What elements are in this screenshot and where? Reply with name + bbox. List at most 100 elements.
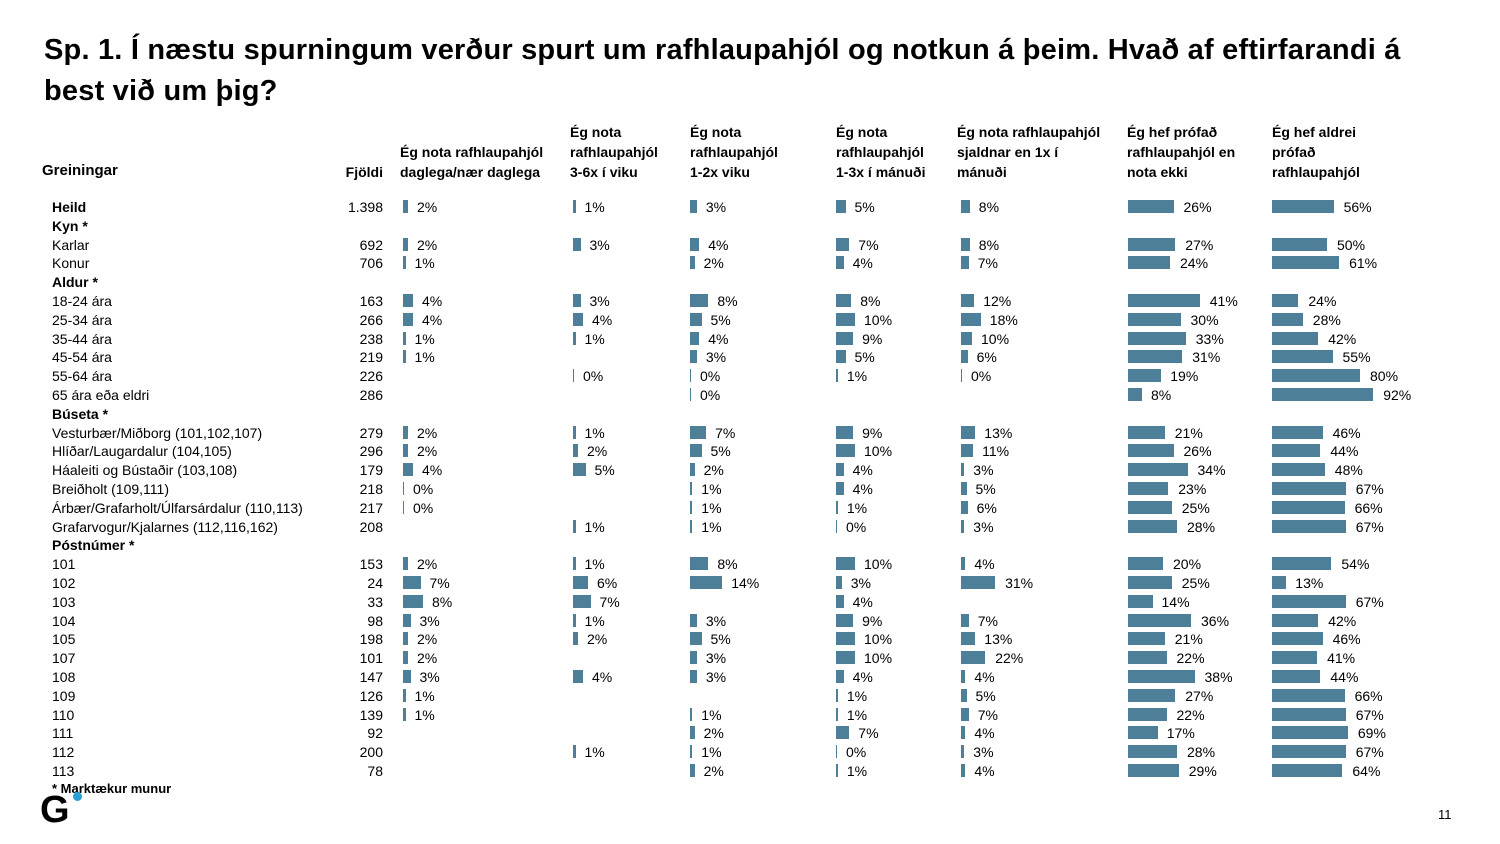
bar (961, 688, 967, 702)
data-label: 2% (417, 443, 438, 460)
table-row: 103 33 8% 7% 4% 14% 67% (0, 593, 1500, 612)
table-row: 18-24 ára 163 4% 3% 8% 8% 12% 41% 24% (0, 292, 1500, 311)
data-label: 7% (599, 593, 620, 610)
table-row: Háaleiti og Bústaðir (103,108) 179 4% 5% 2% 4… (0, 461, 1500, 480)
bar (573, 369, 574, 383)
data-label: 2% (703, 763, 724, 779)
data-label: 30% (1190, 311, 1219, 328)
data-label: 46% (1332, 631, 1361, 648)
bar (573, 425, 576, 439)
bar (403, 200, 408, 213)
data-label: 33% (1195, 330, 1224, 347)
table-row: 111 92 2% 7% 4% 17% 69% (0, 724, 1500, 743)
data-label: 10% (864, 556, 893, 573)
data-label: 8% (432, 593, 453, 610)
data-label: 11% (982, 443, 1010, 460)
data-label: 2% (417, 631, 438, 648)
bar (961, 200, 970, 213)
bar (1128, 444, 1174, 458)
row-count: 296 (359, 443, 383, 460)
data-label: 5% (854, 349, 875, 366)
bar (690, 482, 693, 495)
data-label: 25% (1181, 499, 1210, 516)
data-label: 13% (984, 631, 1013, 648)
column-header-5: Ég nota rafhlaupahjól sjaldnar en 1x í m… (957, 124, 1101, 180)
bar (1128, 764, 1179, 777)
data-label: 2% (417, 236, 438, 253)
data-label: 2% (703, 255, 724, 272)
bar (403, 294, 413, 307)
row-label: 18-24 ára (52, 293, 112, 309)
data-label: 4% (592, 311, 613, 328)
bar (836, 519, 837, 533)
data-label: 27% (1185, 687, 1214, 704)
bar (403, 576, 421, 589)
bar (403, 557, 408, 571)
data-label: 1% (414, 706, 435, 723)
footnote: * Marktækur munur (52, 781, 172, 796)
bar (1272, 200, 1334, 213)
bar (573, 632, 578, 646)
row-count: 226 (359, 368, 383, 385)
bar (836, 294, 852, 307)
bar (1128, 651, 1167, 665)
data-label: 7% (977, 706, 998, 723)
bar (836, 331, 854, 345)
data-label: 5% (710, 443, 731, 460)
table-row: Konur 706 1% 2% 4% 7% 24% 61% (0, 254, 1500, 273)
row-label: Póstnúmer * (52, 537, 135, 554)
data-label: 5% (975, 687, 996, 704)
bar (961, 519, 965, 533)
bar (961, 444, 974, 458)
data-label: 7% (429, 575, 450, 591)
bar (1128, 500, 1172, 514)
table-row: Hlíðar/Laugardalur (104,105) 296 2% 2% 5% 10%… (0, 442, 1500, 461)
bar (573, 331, 576, 345)
row-count: 33 (367, 593, 383, 610)
bar (1272, 331, 1319, 345)
data-label: 92% (1383, 387, 1412, 403)
row-label: 103 (52, 593, 76, 610)
data-label: 1% (584, 744, 605, 761)
row-count: 78 (367, 763, 383, 779)
data-label: 2% (703, 725, 724, 742)
bar (690, 294, 709, 307)
bar (690, 632, 702, 646)
group-header-row: Póstnúmer * (0, 536, 1500, 555)
bar (690, 745, 693, 759)
data-label: 22% (995, 650, 1024, 667)
data-label: 9% (862, 330, 883, 347)
data-label: 5% (975, 481, 996, 497)
data-label: 7% (977, 255, 998, 272)
bar (690, 237, 700, 251)
bar (573, 613, 576, 627)
row-label: 105 (52, 631, 76, 648)
row-count: 139 (359, 706, 383, 723)
data-label: 56% (1343, 199, 1372, 215)
bar (1272, 444, 1321, 458)
data-label: 22% (1176, 706, 1205, 723)
bar (1272, 632, 1323, 646)
table-row: 112 200 1% 1% 0% 3% 28% 67% (0, 743, 1500, 762)
row-label: Karlar (52, 236, 90, 253)
bar (403, 707, 406, 721)
row-label: 55-64 ára (52, 368, 112, 385)
bar (403, 500, 404, 514)
bar (1272, 482, 1346, 495)
bar (1128, 557, 1163, 571)
bar (836, 500, 838, 514)
bar (1272, 726, 1348, 740)
table-row: 35-44 ára 238 1% 1% 4% 9% 10% 33% 42% (0, 330, 1500, 349)
data-label: 18% (989, 311, 1018, 328)
row-label: 108 (52, 669, 76, 685)
data-label: 67% (1355, 744, 1384, 761)
data-label: 7% (858, 236, 879, 253)
data-label: 24% (1308, 293, 1337, 309)
group-header-row: Kyn * (0, 217, 1500, 236)
bar (573, 594, 591, 608)
row-count: 198 (359, 631, 383, 648)
bar (403, 331, 406, 345)
data-label: 4% (852, 593, 873, 610)
data-label: 3% (589, 236, 610, 253)
row-count: 24 (367, 575, 383, 591)
